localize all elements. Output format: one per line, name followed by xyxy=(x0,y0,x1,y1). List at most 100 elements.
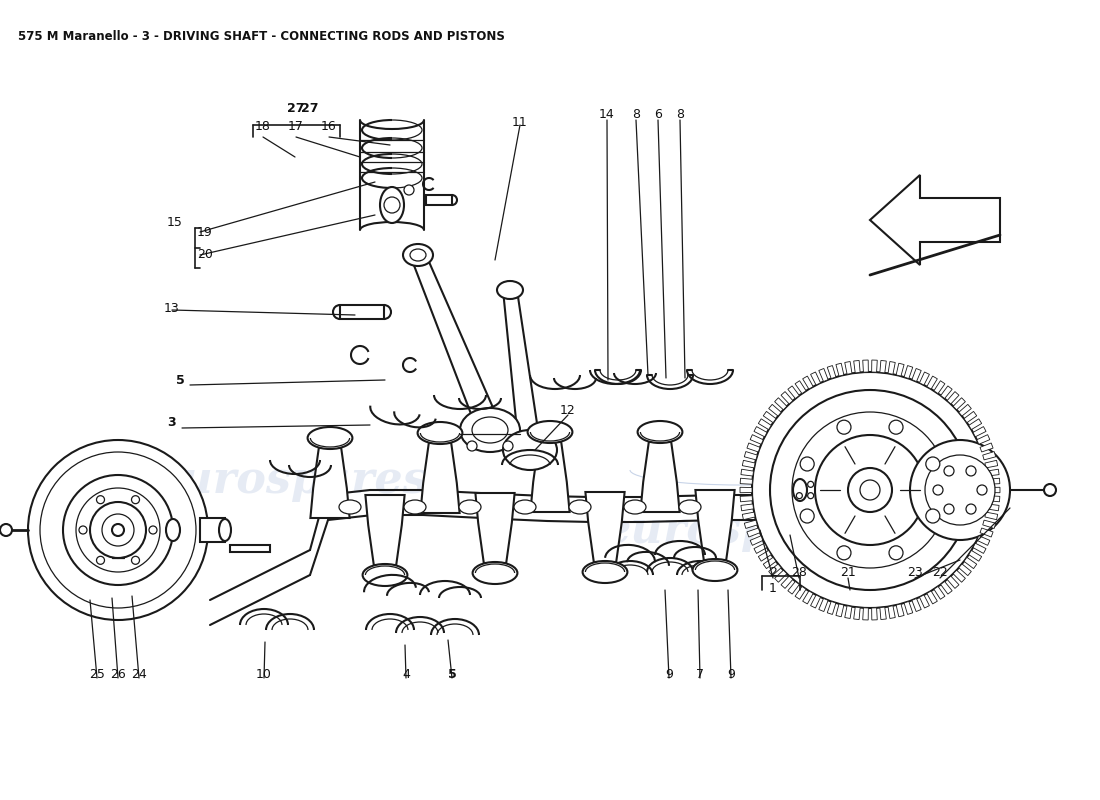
Polygon shape xyxy=(953,570,966,582)
Polygon shape xyxy=(880,607,887,619)
Circle shape xyxy=(800,509,814,523)
Circle shape xyxy=(910,440,1010,540)
Text: 14: 14 xyxy=(600,107,615,121)
Ellipse shape xyxy=(472,417,508,443)
Ellipse shape xyxy=(679,500,701,514)
Polygon shape xyxy=(974,426,986,437)
Circle shape xyxy=(837,420,851,434)
Ellipse shape xyxy=(339,500,361,514)
Circle shape xyxy=(796,493,802,498)
Polygon shape xyxy=(854,361,860,373)
Ellipse shape xyxy=(638,421,682,443)
Text: 27: 27 xyxy=(287,102,305,114)
Polygon shape xyxy=(974,543,986,554)
Polygon shape xyxy=(836,363,844,376)
Circle shape xyxy=(56,468,180,592)
Circle shape xyxy=(925,455,996,525)
Polygon shape xyxy=(340,305,384,319)
Circle shape xyxy=(800,457,814,471)
Polygon shape xyxy=(947,576,959,589)
Ellipse shape xyxy=(166,519,180,541)
Circle shape xyxy=(860,480,880,500)
Text: eurospares: eurospares xyxy=(152,458,428,502)
Text: 15: 15 xyxy=(167,215,183,229)
Polygon shape xyxy=(827,366,836,378)
Polygon shape xyxy=(585,492,625,562)
Polygon shape xyxy=(811,595,821,608)
Polygon shape xyxy=(530,442,570,512)
Polygon shape xyxy=(871,608,878,620)
Polygon shape xyxy=(988,487,1000,493)
Polygon shape xyxy=(912,369,921,382)
Text: 24: 24 xyxy=(131,667,147,681)
Ellipse shape xyxy=(379,187,404,223)
Ellipse shape xyxy=(410,249,426,261)
Circle shape xyxy=(977,485,987,495)
Circle shape xyxy=(40,452,196,608)
Circle shape xyxy=(384,197,400,213)
Polygon shape xyxy=(757,477,810,503)
Polygon shape xyxy=(977,434,990,444)
Polygon shape xyxy=(934,381,945,394)
Text: 5: 5 xyxy=(176,374,185,386)
Circle shape xyxy=(966,466,976,476)
Text: 575 M Maranello - 3 - DRIVING SHAFT - CONNECTING RODS AND PISTONS: 575 M Maranello - 3 - DRIVING SHAFT - CO… xyxy=(18,30,505,43)
Polygon shape xyxy=(977,536,990,546)
Polygon shape xyxy=(836,604,844,617)
Polygon shape xyxy=(920,595,929,608)
Text: 22: 22 xyxy=(932,566,948,578)
Polygon shape xyxy=(982,451,996,460)
Circle shape xyxy=(752,372,988,608)
Text: 2: 2 xyxy=(769,566,777,578)
Text: 23: 23 xyxy=(908,566,923,578)
Polygon shape xyxy=(781,576,793,589)
Polygon shape xyxy=(988,496,1000,502)
Text: 9: 9 xyxy=(666,667,673,681)
Text: 27: 27 xyxy=(301,102,319,114)
Polygon shape xyxy=(912,598,921,611)
Circle shape xyxy=(926,457,939,471)
Circle shape xyxy=(837,546,851,560)
Circle shape xyxy=(944,466,954,476)
Circle shape xyxy=(0,524,12,536)
Ellipse shape xyxy=(624,500,646,514)
Circle shape xyxy=(792,412,948,568)
Polygon shape xyxy=(904,602,913,614)
Ellipse shape xyxy=(514,500,536,514)
Ellipse shape xyxy=(404,500,426,514)
Polygon shape xyxy=(896,604,904,617)
Polygon shape xyxy=(774,398,786,410)
Polygon shape xyxy=(980,443,993,452)
Polygon shape xyxy=(964,558,977,569)
Text: 10: 10 xyxy=(256,667,272,681)
Text: 3: 3 xyxy=(167,417,176,430)
Polygon shape xyxy=(741,504,754,510)
Ellipse shape xyxy=(583,561,627,583)
Polygon shape xyxy=(788,386,800,398)
Polygon shape xyxy=(758,419,771,430)
Ellipse shape xyxy=(363,564,407,586)
Polygon shape xyxy=(870,175,1000,265)
Text: 17: 17 xyxy=(288,121,304,134)
Text: 28: 28 xyxy=(791,566,807,578)
Circle shape xyxy=(815,435,925,545)
Polygon shape xyxy=(475,493,515,563)
Polygon shape xyxy=(750,434,763,444)
Polygon shape xyxy=(827,602,836,614)
Polygon shape xyxy=(750,536,763,546)
Polygon shape xyxy=(788,582,800,594)
Polygon shape xyxy=(959,564,971,576)
Polygon shape xyxy=(742,460,755,468)
Text: 13: 13 xyxy=(164,302,180,314)
Polygon shape xyxy=(754,543,767,554)
Ellipse shape xyxy=(418,422,462,444)
Polygon shape xyxy=(862,608,868,620)
Ellipse shape xyxy=(569,500,591,514)
Polygon shape xyxy=(781,391,793,404)
Polygon shape xyxy=(845,606,851,618)
Polygon shape xyxy=(742,512,755,520)
Polygon shape xyxy=(763,558,776,569)
Text: 18: 18 xyxy=(255,121,271,134)
Polygon shape xyxy=(988,478,1000,484)
Polygon shape xyxy=(740,487,752,493)
